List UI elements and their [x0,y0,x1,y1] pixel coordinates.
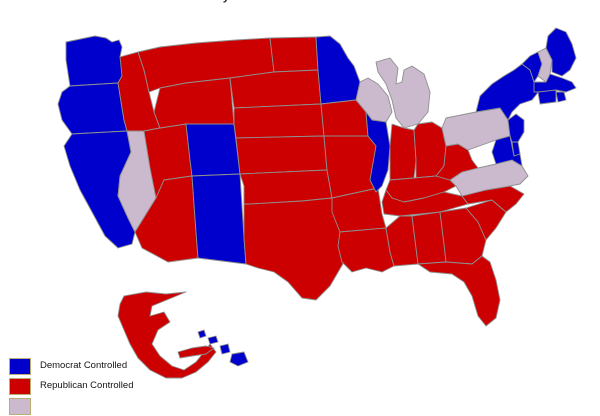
state-IL[interactable] [366,112,390,192]
map-legend: Democrat Controlled Republican Controlle… [9,356,179,416]
state-MI[interactable] [376,58,430,128]
state-ME[interactable] [546,28,576,76]
state-KS[interactable] [236,136,327,174]
state-SD[interactable] [230,70,321,108]
state-FL[interactable] [418,256,500,326]
state-IN[interactable] [390,124,416,180]
state-MD[interactable] [492,136,522,166]
state-AK[interactable] [118,292,216,378]
legend-label-republican: Republican Controlled [40,380,134,392]
state-ID[interactable] [118,52,160,131]
legend-item-republican[interactable]: Republican Controlled [9,376,179,396]
state-WV[interactable] [436,144,478,180]
state-TX[interactable] [244,198,348,300]
state-RI[interactable] [556,92,566,102]
legend-swatch-democrat [9,357,31,375]
state-CT[interactable] [538,90,556,104]
state-NE[interactable] [234,104,324,138]
us-states-choropleth [0,0,600,400]
legend-swatch-republican [9,377,31,395]
state-HI[interactable] [198,330,248,366]
state-OK[interactable] [240,170,332,204]
state-MN[interactable] [316,36,360,104]
state-LA[interactable] [338,228,394,272]
legend-item-split[interactable] [9,396,179,416]
state-OR[interactable] [58,83,127,134]
state-ND[interactable] [270,37,318,72]
legend-swatch-split [9,397,31,415]
state-WA[interactable] [66,36,124,86]
legend-item-democrat[interactable]: Democrat Controlled [9,356,179,376]
state-AK-aleutians[interactable] [178,346,214,358]
legend-label-democrat: Democrat Controlled [40,360,128,372]
state-CO[interactable] [186,124,240,176]
state-NM[interactable] [192,174,246,264]
